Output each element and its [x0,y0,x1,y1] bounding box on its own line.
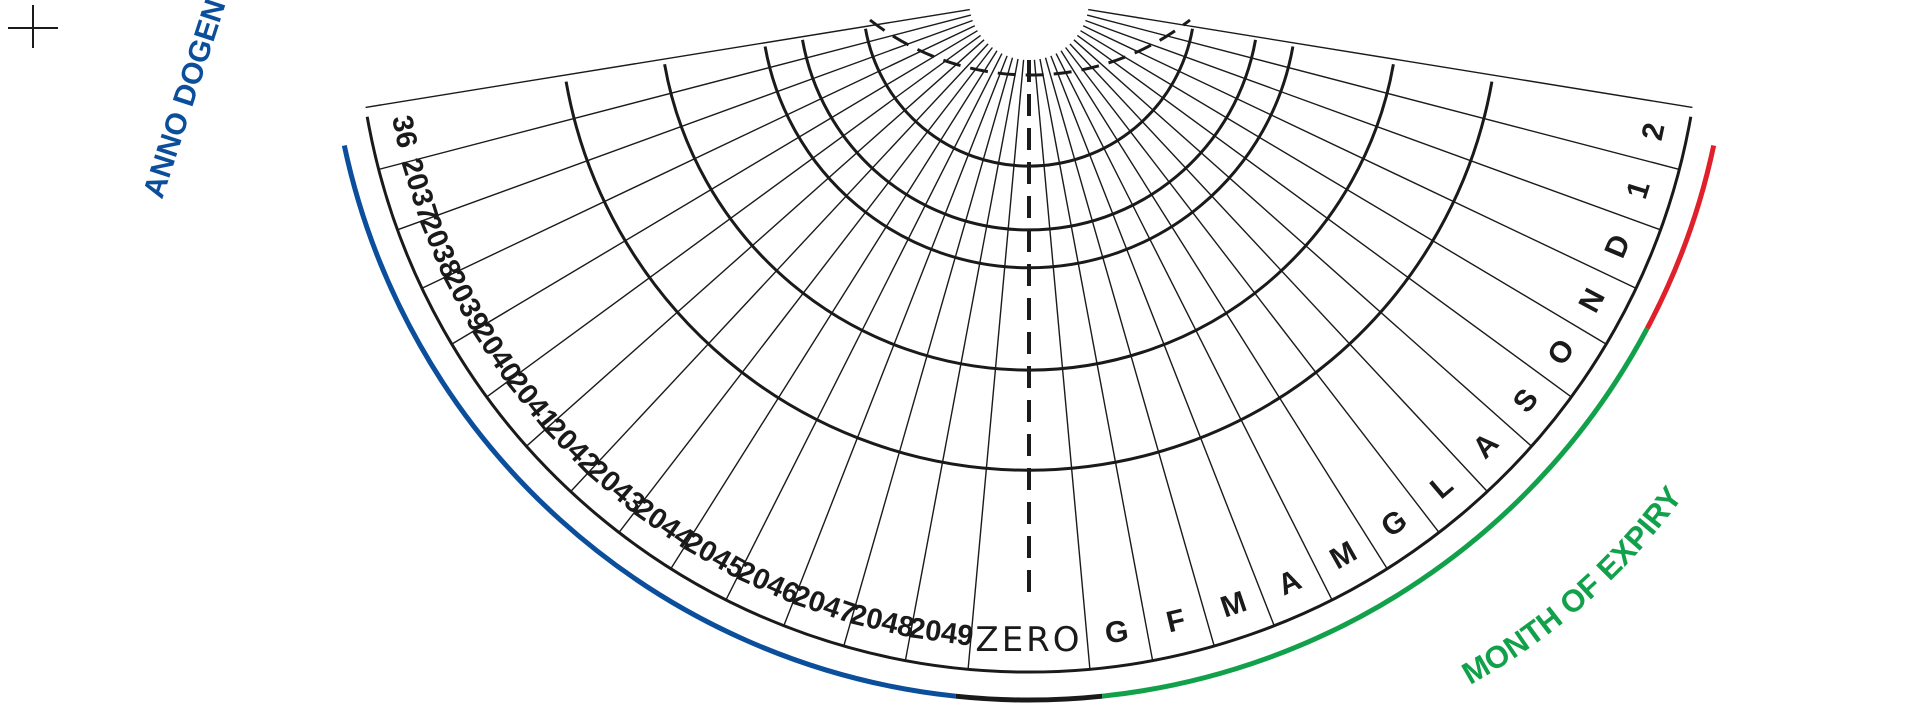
month-label: L [1424,468,1459,505]
month-label: G [1103,614,1131,650]
month-label: D [1599,230,1638,263]
spoke [365,8,970,109]
spoke [1080,30,1607,345]
spoke [725,53,1003,601]
spoke [618,47,993,533]
ring [365,116,1693,674]
month-label: A [1273,563,1306,602]
spoke [1085,19,1661,231]
spoke [1088,8,1693,109]
spoke [1065,47,1440,533]
month-label: 1 [1620,177,1656,203]
year-label: 2049 [907,612,975,653]
month-label: 2 [1636,120,1672,143]
ring [801,39,1257,232]
radial-spokes [365,8,1693,670]
spoke [1076,34,1572,398]
month-label: G [1375,503,1413,543]
year-labels: 3620372038203920402041204220432044204520… [385,113,975,653]
spoke [421,25,976,289]
zero-label: ZERO [975,620,1082,660]
spoke [1033,59,1091,670]
spoke [397,19,973,231]
spoke [1055,53,1333,601]
spoke [1039,58,1154,661]
month-label: N [1573,283,1612,318]
zero-color-band [955,693,1103,703]
spoke [670,50,998,569]
spoke [1086,14,1680,171]
year-caption-fragment: ANNO DOGEN [137,0,232,202]
month-label: F [1163,603,1188,639]
inner-dashed-arc [869,18,1191,77]
years-color-band [341,144,957,699]
month-label: S [1507,383,1545,419]
month-of-expiry-caption: MONTH OF EXPIRY [1456,480,1689,691]
spoke [570,43,989,492]
spoke [843,57,1014,647]
spoke [1044,57,1215,647]
month-label: O [1541,333,1581,371]
months-color-band [1101,327,1650,699]
month-label: M [1217,585,1251,624]
spoke [486,34,982,398]
year-label: 2048 [847,599,917,645]
spoke [1069,43,1488,492]
spoke [526,39,985,447]
spoke [451,30,978,345]
month-label: M [1324,535,1362,576]
spoke [1050,55,1275,626]
spoke [967,59,1025,670]
spoke [378,14,972,171]
month-label: A [1466,427,1505,466]
spoke [1073,39,1532,447]
spoke [1082,25,1637,289]
spoke [1060,50,1388,569]
spoke [904,58,1019,661]
year-label: 36 [385,113,423,151]
spoke [783,55,1008,626]
registration-mark [8,5,58,48]
limit-marker-band [1644,144,1717,330]
